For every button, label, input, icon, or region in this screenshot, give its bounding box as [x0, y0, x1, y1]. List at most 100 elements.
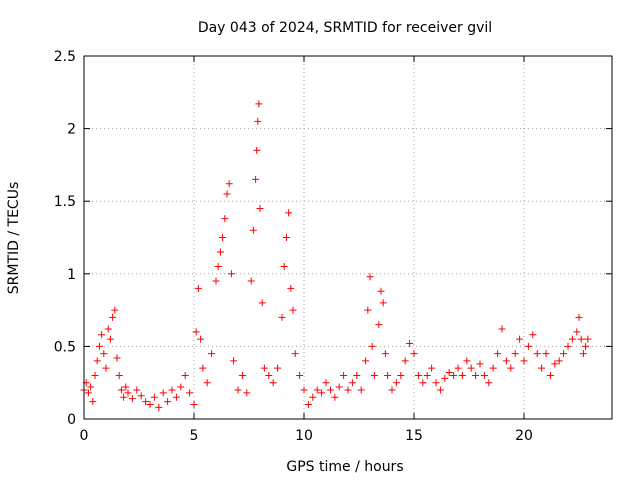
data-point: [392, 379, 400, 387]
data-point: [502, 357, 510, 365]
chart-title: Day 043 of 2024, SRMTID for receiver gvi…: [198, 20, 492, 36]
data-point: [458, 371, 466, 379]
data-point: [197, 335, 205, 343]
data-point: [230, 357, 238, 365]
data-point: [485, 379, 493, 387]
data-point: [542, 350, 550, 358]
data-point: [344, 386, 352, 394]
data-point: [388, 386, 396, 394]
data-point: [546, 371, 554, 379]
data-point: [494, 350, 502, 358]
data-point: [115, 371, 123, 379]
y-tick-label: 2.5: [54, 49, 76, 65]
data-point: [318, 389, 326, 397]
data-point: [93, 357, 101, 365]
data-point: [254, 117, 262, 125]
data-point: [575, 313, 583, 321]
data-point: [463, 357, 471, 365]
data-point: [113, 354, 121, 362]
data-point: [529, 331, 537, 339]
data-point: [133, 386, 141, 394]
data-point: [120, 393, 128, 401]
data-point: [128, 395, 136, 403]
data-point: [551, 360, 559, 368]
data-point: [221, 215, 229, 223]
data-point: [348, 379, 356, 387]
data-point: [181, 371, 189, 379]
data-point: [278, 313, 286, 321]
data-point: [253, 146, 261, 154]
grid-lines: [84, 56, 612, 419]
data-point: [150, 393, 158, 401]
data-point: [223, 190, 231, 198]
data-point: [89, 398, 97, 406]
data-point: [155, 403, 163, 411]
y-tick-label: 0.5: [54, 339, 76, 355]
data-point: [577, 335, 585, 343]
data-point: [582, 342, 590, 350]
data-point: [511, 350, 519, 358]
data-point: [256, 204, 264, 212]
data-point: [362, 357, 370, 365]
data-point: [216, 248, 224, 256]
data-point: [102, 364, 110, 372]
data-point: [331, 393, 339, 401]
data-point: [106, 335, 114, 343]
data-point: [353, 371, 361, 379]
data-point: [287, 284, 295, 292]
data-point: [104, 325, 112, 333]
data-point: [225, 180, 233, 188]
y-tick-label: 1: [67, 267, 76, 283]
data-point: [172, 393, 180, 401]
data-point: [568, 335, 576, 343]
data-point: [370, 371, 378, 379]
data-point: [300, 386, 308, 394]
data-point: [137, 392, 145, 400]
data-point: [454, 364, 462, 372]
data-point: [414, 371, 422, 379]
data-point: [87, 383, 95, 391]
data-point: [476, 360, 484, 368]
data-point: [560, 350, 568, 358]
data-point: [533, 350, 541, 358]
data-point: [255, 100, 263, 108]
data-point: [291, 350, 299, 358]
data-point: [117, 386, 125, 394]
data-point: [203, 379, 211, 387]
data-point: [274, 364, 282, 372]
y-axis-label: SRMTID / TECUs: [6, 182, 22, 295]
data-point: [159, 389, 167, 397]
data-point: [177, 383, 185, 391]
x-tick-label: 15: [405, 428, 423, 444]
data-point: [285, 209, 293, 217]
y-tick-label: 0: [67, 412, 76, 428]
data-point: [584, 335, 592, 343]
data-point: [467, 364, 475, 372]
data-point: [507, 364, 515, 372]
data-point: [538, 364, 546, 372]
data-point: [142, 398, 150, 406]
data-point: [243, 389, 251, 397]
data-point: [555, 357, 563, 365]
data-point: [428, 364, 436, 372]
x-tick-label: 5: [190, 428, 199, 444]
data-point: [214, 263, 222, 271]
data-point: [95, 342, 103, 350]
data-point: [212, 277, 220, 285]
data-point: [111, 306, 119, 314]
data-point: [296, 371, 304, 379]
data-point: [252, 175, 260, 183]
data-point: [335, 383, 343, 391]
data-point: [516, 335, 524, 343]
data-point: [146, 400, 154, 408]
data-point: [472, 371, 480, 379]
plot-frame: [83, 55, 613, 420]
data-point: [498, 325, 506, 333]
data-point: [432, 379, 440, 387]
data-point: [289, 306, 297, 314]
data-point: [480, 371, 488, 379]
data-point: [208, 350, 216, 358]
data-point: [379, 299, 387, 307]
data-point: [441, 374, 449, 382]
